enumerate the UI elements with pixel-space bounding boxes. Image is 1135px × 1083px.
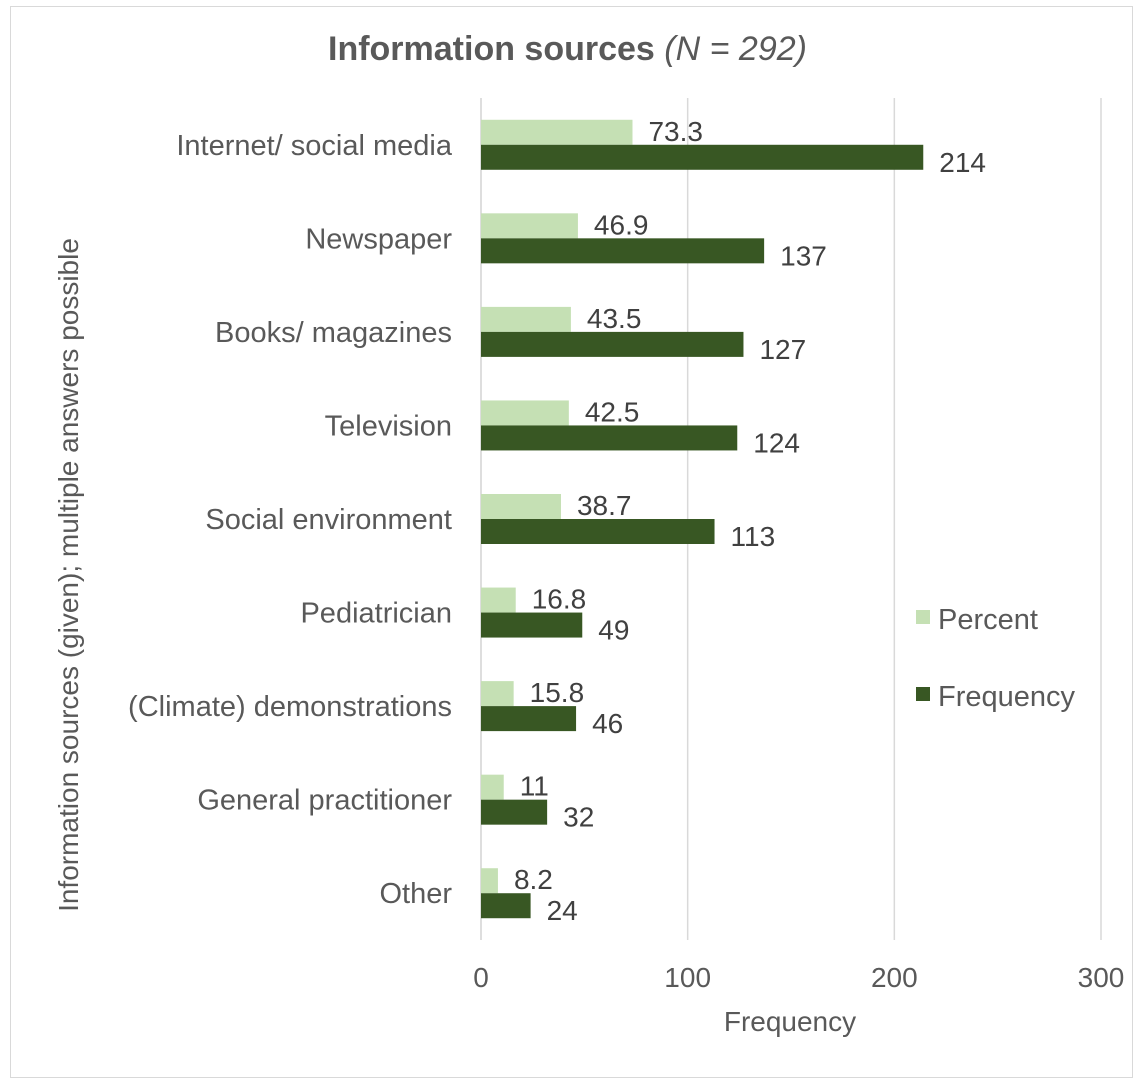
bars bbox=[481, 119, 924, 919]
data-label-percent: 16.8 bbox=[532, 584, 587, 615]
bar-percent bbox=[481, 400, 569, 426]
bar-percent bbox=[481, 681, 514, 707]
bar-frequency bbox=[481, 519, 715, 544]
bar-percent bbox=[481, 774, 504, 800]
bar-percent bbox=[481, 306, 571, 332]
bar-percent bbox=[481, 119, 633, 145]
category-label: (Climate) demonstrations bbox=[128, 691, 452, 723]
data-label-percent: 38.7 bbox=[577, 490, 632, 521]
bar-percent bbox=[481, 587, 516, 613]
x-axis-title: Frequency bbox=[724, 1006, 856, 1037]
data-label-frequency: 46 bbox=[592, 708, 623, 739]
data-label-frequency: 214 bbox=[939, 147, 986, 178]
data-label-frequency: 127 bbox=[759, 334, 806, 365]
x-tick-label: 0 bbox=[473, 962, 489, 993]
data-label-percent: 42.5 bbox=[585, 396, 640, 427]
x-tick-label: 300 bbox=[1078, 962, 1125, 993]
bar-percent bbox=[481, 494, 561, 519]
category-label: Other bbox=[379, 878, 452, 910]
bar-frequency bbox=[481, 706, 577, 732]
data-label-frequency: 24 bbox=[547, 895, 578, 926]
legend-label-percent: Percent bbox=[938, 604, 1038, 636]
x-tick-label: 100 bbox=[664, 962, 711, 993]
category-label: Television bbox=[325, 410, 452, 442]
chart-title-main: Information sources bbox=[328, 30, 655, 68]
data-label-percent: 43.5 bbox=[587, 303, 642, 334]
data-label-percent: 15.8 bbox=[530, 677, 585, 708]
legend-swatch-frequency bbox=[916, 687, 930, 701]
bar-frequency bbox=[481, 238, 765, 264]
data-label-percent: 73.3 bbox=[648, 116, 703, 147]
data-label-percent: 11 bbox=[520, 771, 549, 802]
chart-title: Information sources (N = 292) bbox=[0, 30, 1135, 69]
data-label-frequency: 137 bbox=[780, 240, 827, 271]
data-label-percent: 8.2 bbox=[514, 864, 553, 895]
category-label: Books/ magazines bbox=[215, 317, 452, 349]
labels: 0 100 200 300 Internet/ social media 73.3 214 N… bbox=[128, 116, 1124, 993]
bar-frequency bbox=[481, 331, 744, 357]
bar-frequency bbox=[481, 144, 924, 170]
category-label: Internet/ social media bbox=[176, 130, 453, 162]
bar-frequency bbox=[481, 612, 583, 638]
data-label-percent: 46.9 bbox=[594, 209, 649, 240]
legend-label-frequency: Frequency bbox=[938, 681, 1076, 713]
bar-frequency bbox=[481, 893, 531, 919]
legend: Percent Frequency bbox=[916, 604, 1076, 713]
data-label-frequency: 32 bbox=[563, 802, 594, 833]
bar-percent bbox=[481, 213, 578, 239]
legend-swatch-percent bbox=[916, 610, 930, 624]
data-label-frequency: 49 bbox=[598, 615, 629, 646]
bar-percent bbox=[481, 868, 498, 894]
y-axis-title: Information sources (given); multiple an… bbox=[53, 238, 84, 912]
bar-frequency bbox=[481, 425, 738, 451]
category-label: General practitioner bbox=[197, 785, 452, 817]
data-label-frequency: 113 bbox=[731, 521, 776, 552]
category-label: Pediatrician bbox=[300, 598, 452, 630]
category-label: Newspaper bbox=[305, 223, 452, 255]
bar-frequency bbox=[481, 799, 548, 825]
chart-title-n: (N = 292) bbox=[664, 30, 807, 68]
category-label: Social environment bbox=[205, 504, 452, 536]
data-label-frequency: 124 bbox=[753, 427, 800, 458]
x-tick-label: 200 bbox=[871, 962, 918, 993]
